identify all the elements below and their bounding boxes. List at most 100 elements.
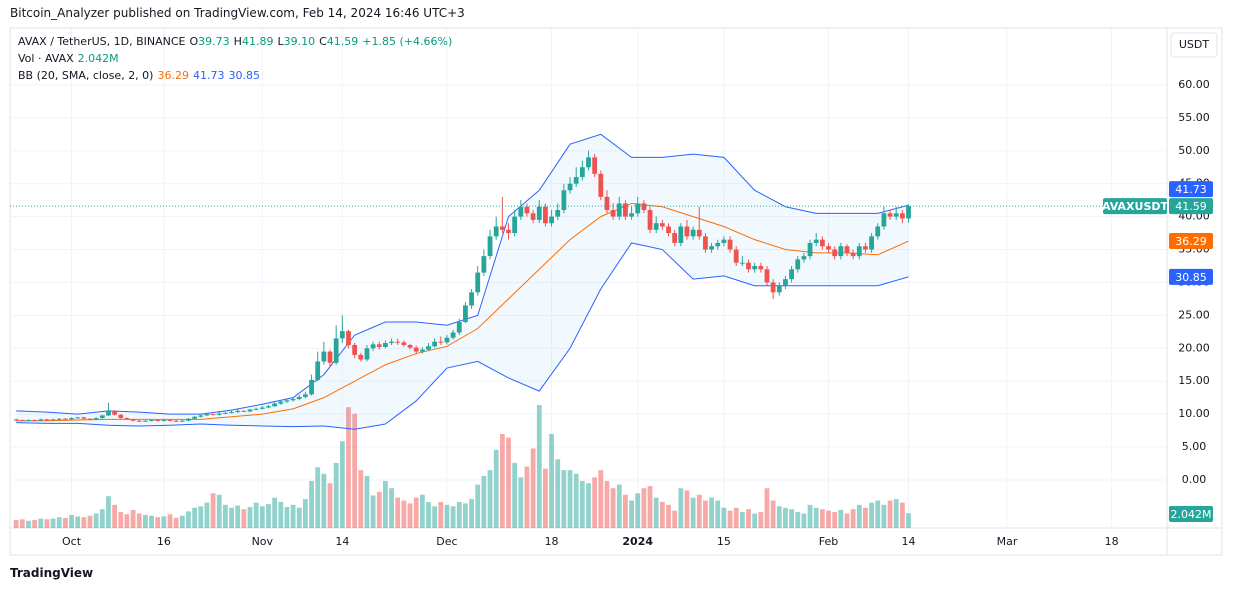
last-price-tag-bg — [1169, 198, 1213, 215]
candle-body — [893, 213, 899, 217]
volume-bar — [309, 480, 314, 528]
candle-body — [789, 269, 794, 280]
y-tick-label: 25.00 — [1178, 308, 1210, 321]
volume-bar — [173, 517, 179, 528]
candle-body — [173, 420, 179, 422]
volume-bar — [598, 470, 604, 528]
x-tick-label: 2024 — [622, 535, 653, 548]
candle-body — [672, 233, 678, 243]
candle-body — [75, 417, 81, 419]
candle-body — [653, 223, 659, 230]
legend-change: +1.85 (+4.66%) — [362, 35, 453, 48]
candle-body — [456, 321, 462, 333]
candle-body — [604, 196, 610, 211]
volume-bar — [370, 495, 376, 528]
volume-bar — [272, 497, 278, 528]
candle-body — [284, 400, 290, 402]
candle-body — [727, 239, 733, 250]
volume-bar — [819, 509, 825, 528]
candle-body — [266, 406, 271, 408]
symbol-tag: AVAXUSDT — [1102, 200, 1169, 213]
candle-body — [38, 419, 44, 421]
volume-bar — [112, 504, 118, 528]
legend-bb-lower: 30.85 — [228, 69, 260, 82]
legend-main: AVAX / TetherUS, 1D, BINANCE O39.73 H41.89… — [18, 35, 456, 48]
volume-bar — [555, 459, 561, 528]
volume-bar — [770, 500, 776, 528]
volume-bar — [813, 507, 819, 528]
volume-bar — [44, 519, 50, 528]
volume-bar — [383, 480, 388, 528]
volume-bar — [142, 514, 148, 528]
volume-bar — [346, 407, 351, 528]
candle-body — [715, 242, 721, 247]
volume-bar — [38, 518, 44, 528]
candle-body — [561, 190, 567, 211]
volume-bar — [850, 509, 856, 528]
x-tick-label: 15 — [717, 535, 731, 548]
volume-bar — [186, 511, 191, 528]
volume-bar — [684, 490, 690, 528]
volume-bar — [62, 517, 68, 528]
volume-bar — [19, 519, 25, 528]
candle-body — [838, 246, 844, 257]
volume-bar — [499, 433, 505, 528]
y-tick-label: 50.00 — [1178, 144, 1210, 157]
volume-bar — [99, 509, 105, 528]
volume-bar — [389, 488, 394, 528]
candle-body — [869, 236, 874, 250]
volume-bar — [844, 513, 850, 528]
candle-body — [906, 206, 911, 219]
volume-bar — [284, 507, 290, 528]
candle-body — [432, 341, 438, 347]
volume-bar — [75, 516, 81, 528]
candle-body — [69, 418, 74, 420]
volume-tag: 2.042M — [1171, 508, 1212, 521]
volume-bar — [130, 509, 136, 528]
candle-body — [703, 236, 708, 250]
volume-bar — [758, 512, 764, 528]
candle-body — [573, 177, 579, 184]
legend-h: H — [233, 35, 242, 48]
volume-bar — [216, 494, 222, 528]
volume-bar — [118, 512, 124, 528]
candle-body — [684, 226, 690, 237]
candle-body — [272, 403, 278, 407]
candle-body — [899, 213, 905, 219]
volume-bar — [530, 448, 536, 528]
volume-bar — [50, 518, 56, 528]
candle-body — [647, 210, 653, 230]
volume-bar — [26, 520, 31, 528]
volume-bar — [739, 512, 745, 528]
x-tick-label: Feb — [819, 535, 838, 548]
currency-button[interactable] — [1170, 32, 1218, 58]
legend-bb-upper: 41.73 — [192, 69, 225, 82]
volume-bar — [586, 483, 591, 528]
volume-bar — [727, 510, 733, 528]
volume-bar — [715, 500, 721, 528]
volume-bar — [358, 470, 364, 528]
volume-bar — [204, 502, 210, 528]
candle-body — [352, 344, 358, 355]
candle-body — [93, 418, 99, 420]
volume-bar — [653, 497, 659, 528]
candle-body — [518, 206, 524, 217]
candle-body — [623, 203, 628, 217]
volume-bar — [321, 473, 327, 528]
currency-label: USDT — [1179, 38, 1210, 51]
candle-body — [370, 344, 376, 349]
volume-bar — [518, 477, 524, 528]
candle-body — [346, 331, 351, 345]
volume-bar — [536, 405, 542, 528]
candle-body — [112, 410, 118, 415]
volume-bar — [543, 468, 548, 528]
volume-bar — [266, 504, 271, 528]
candle-body — [186, 418, 191, 421]
candle-body — [364, 348, 370, 360]
candle-body — [155, 420, 161, 422]
volume-bar — [524, 466, 530, 528]
publish-header: Bitcoin_Analyzer published on TradingVie… — [10, 6, 465, 20]
volume-bar — [339, 441, 345, 528]
volume-bar — [192, 507, 198, 528]
y-tick-label: 10.00 — [1178, 407, 1210, 420]
